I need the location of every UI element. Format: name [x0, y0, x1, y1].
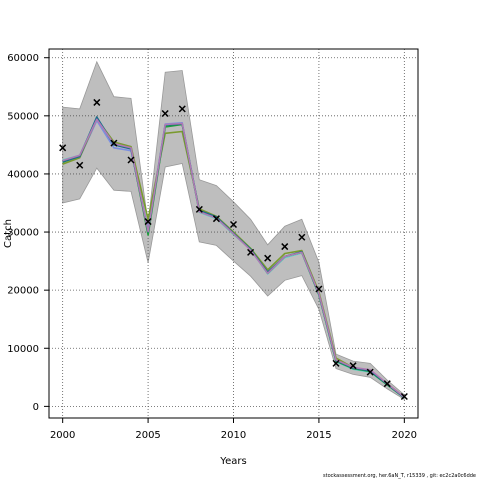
observed-point [366, 368, 374, 376]
observed-point-stroke [264, 254, 272, 262]
series-line-6 [62, 118, 405, 398]
observed-point-stroke [400, 392, 408, 401]
observed-point [349, 362, 357, 370]
y-axis: 0 10000 20000 30000 40000 50000 60000 [7, 53, 49, 413]
x-tick-label: 2005 [135, 430, 160, 441]
observed-point-stroke [76, 161, 84, 169]
observed-point [264, 254, 272, 262]
observed-point [383, 380, 391, 388]
observed-point-stroke [212, 215, 220, 223]
series-layer [62, 116, 405, 399]
observed-point [93, 98, 101, 106]
x-tick-label: 2015 [306, 430, 331, 441]
observed-point [178, 105, 186, 113]
y-tick-label: 10000 [7, 344, 39, 355]
observed-point-stroke [281, 243, 289, 251]
x-tick-label: 2010 [221, 430, 246, 441]
x-axis-title: Years [219, 456, 246, 467]
observed-point-stroke [349, 362, 357, 370]
observed-point-stroke [93, 98, 101, 106]
y-tick-label: 30000 [7, 228, 39, 239]
observed-point-stroke [315, 285, 323, 293]
observed-point-stroke [298, 233, 306, 241]
x-tick-label: 2000 [50, 430, 75, 441]
x-axis: 2000 2005 2010 2015 2020 [50, 418, 417, 441]
observed-point-stroke [229, 220, 238, 229]
observed-point [298, 233, 306, 241]
observed-point [400, 392, 408, 401]
y-tick-label: 60000 [7, 53, 39, 64]
observed-point-stroke [110, 139, 118, 147]
observed-point [315, 285, 323, 293]
observed-point [229, 220, 238, 229]
observed-point [247, 248, 255, 256]
observed-point [161, 109, 169, 118]
confidence-band [62, 60, 405, 401]
observed-point-stroke [247, 248, 255, 256]
y-tick-label: 40000 [7, 169, 39, 180]
observed-point-stroke [161, 109, 169, 118]
observed-point [127, 156, 135, 164]
observed-point-stroke [383, 380, 391, 388]
confidence-band-layer [62, 60, 405, 401]
observed-point [59, 144, 67, 152]
observed-point [76, 161, 84, 169]
observed-point-stroke [332, 359, 340, 367]
y-tick-label: 50000 [7, 111, 39, 122]
x-tick-label: 2020 [392, 430, 417, 441]
y-tick-label: 0 [33, 402, 39, 413]
observed-point-stroke [366, 368, 374, 376]
observed-marker-layer [59, 98, 408, 401]
observed-point-stroke [59, 144, 67, 152]
observed-point [212, 215, 220, 223]
y-tick-label: 20000 [7, 286, 39, 297]
observed-point [144, 218, 152, 226]
observed-point-stroke [178, 105, 186, 113]
observed-point [281, 243, 289, 251]
observed-point-stroke [195, 205, 203, 213]
observed-point-stroke [127, 156, 135, 164]
observed-point [195, 205, 203, 213]
observed-point-stroke [144, 218, 152, 226]
y-axis-title: Catch [3, 219, 14, 248]
observed-point [110, 139, 118, 147]
footnote: stockassessment.org, her.6aN_T, r15339 ,… [323, 473, 476, 479]
observed-point [332, 359, 340, 367]
